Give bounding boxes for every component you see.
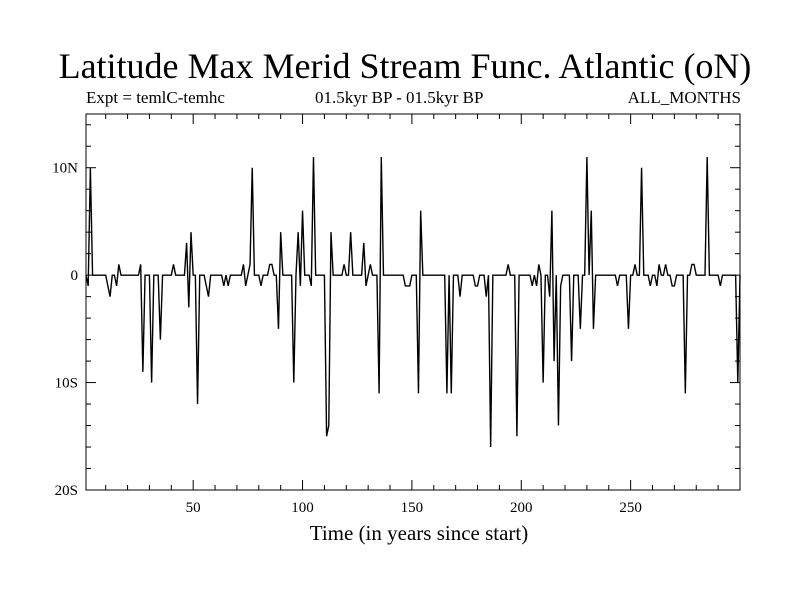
x-tick-label: 100 [291,500,314,516]
experiment-label: Expt = temlC-temhc [86,88,225,107]
y-tick-label: 10N [52,161,78,177]
x-tick-label: 150 [401,500,424,516]
x-tick-label: 50 [186,500,201,516]
time-range-label: 01.5kyr BP - 01.5kyr BP [315,88,484,107]
x-axis-label: Time (in years since start) [310,521,529,545]
y-tick-label: 10S [55,376,78,392]
x-tick-label: 200 [510,500,533,516]
x-tick-label: 250 [619,500,642,516]
y-tick-label: 0 [71,268,79,284]
months-label: ALL_MONTHS [627,88,741,107]
y-tick-label: 20S [55,483,78,499]
series-line [85,156,741,448]
chart-title: Latitude Max Merid Stream Func. Atlantic… [58,46,752,86]
